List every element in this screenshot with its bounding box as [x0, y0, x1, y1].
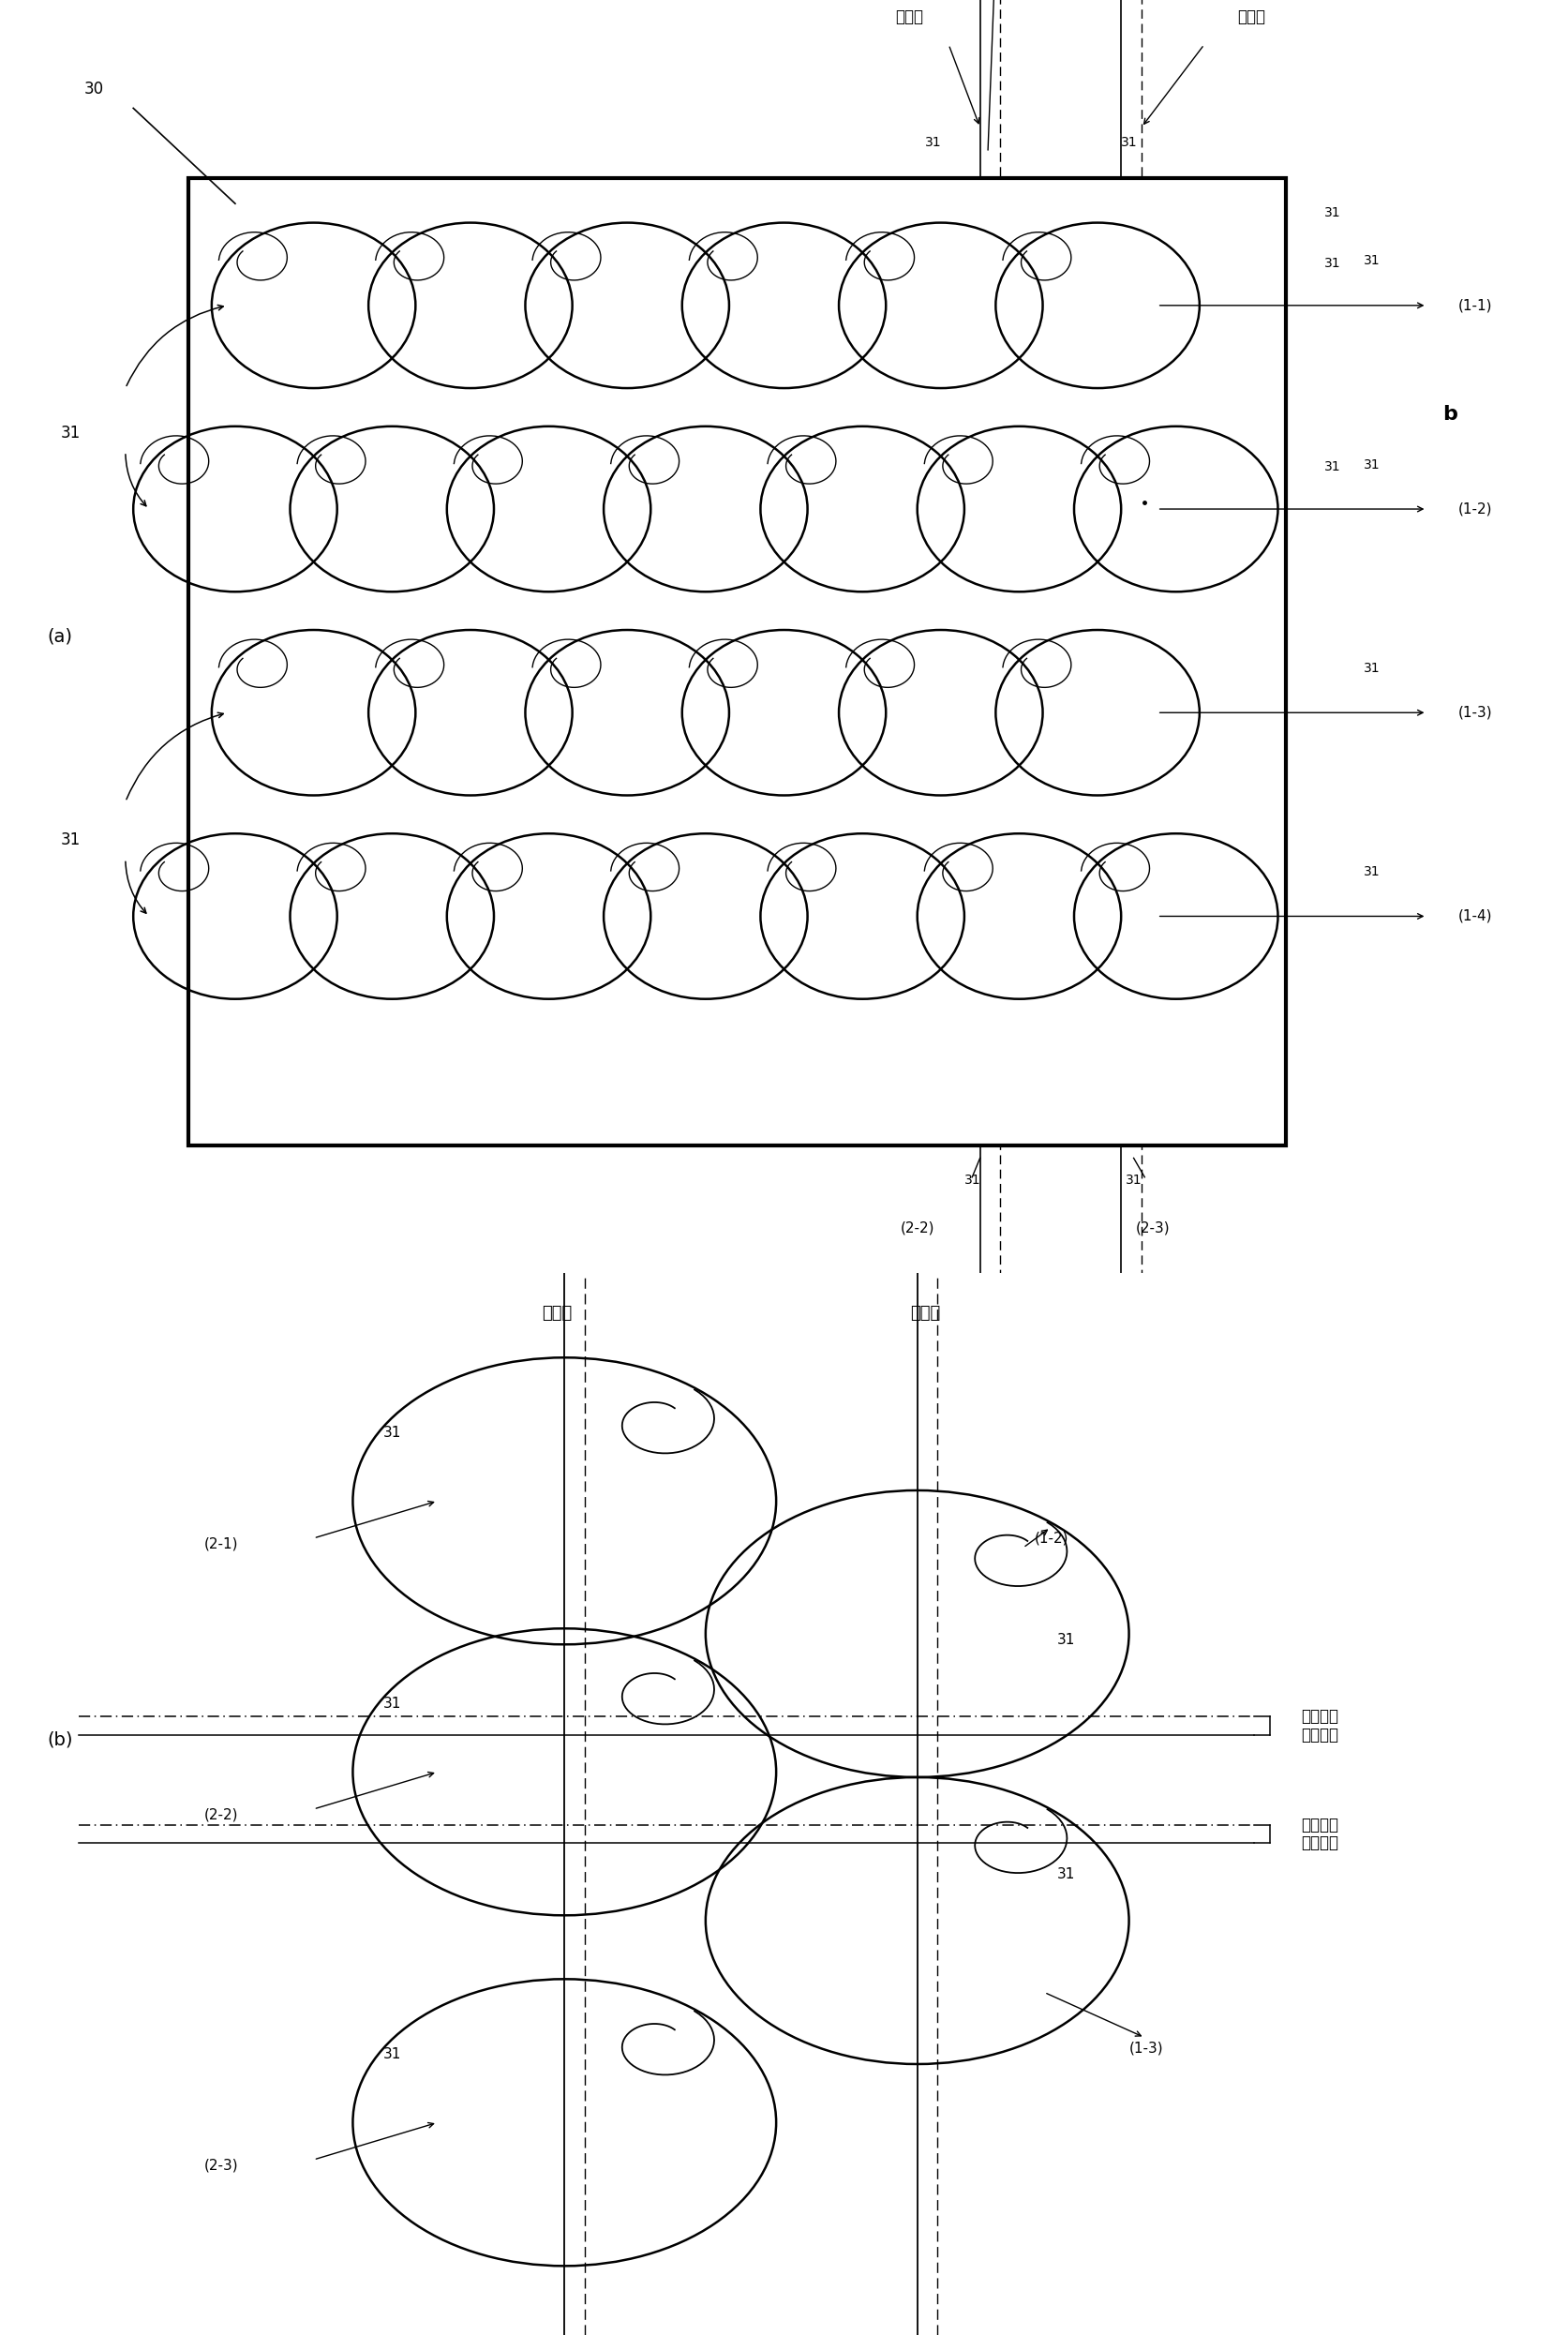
Text: (1-1): (1-1): [1458, 299, 1493, 313]
Text: 31: 31: [1121, 135, 1137, 149]
Text: 第１列: 第１列: [1237, 9, 1265, 26]
Text: 31: 31: [1325, 205, 1341, 219]
Text: 31: 31: [1126, 1172, 1142, 1186]
Text: 31: 31: [61, 831, 80, 848]
Text: 31: 31: [925, 135, 941, 149]
Text: 31: 31: [1325, 460, 1341, 474]
Text: (2-2): (2-2): [900, 1221, 935, 1235]
Text: 第２列: 第２列: [541, 1305, 572, 1322]
Bar: [188, 177, 1286, 1146]
Text: (2-2): (2-2): [204, 1807, 238, 1821]
Text: 31: 31: [383, 2048, 401, 2062]
Text: b: b: [1443, 404, 1458, 423]
Text: 第２列: 第２列: [895, 9, 924, 26]
Text: (2-3): (2-3): [1135, 1221, 1170, 1235]
Text: 31: 31: [1364, 255, 1380, 269]
Text: 31: 31: [1364, 458, 1380, 472]
Text: (1-4): (1-4): [1458, 908, 1493, 922]
Text: (2-3): (2-3): [204, 2158, 238, 2172]
Text: 31: 31: [1364, 866, 1380, 878]
Text: 第３切线: 第３切线: [1301, 1817, 1339, 1833]
Text: (b): (b): [47, 1730, 72, 1749]
Text: 30: 30: [85, 82, 103, 98]
Text: 31: 31: [61, 425, 80, 441]
Text: 31: 31: [1325, 257, 1341, 271]
Text: 31: 31: [1364, 661, 1380, 675]
Text: 31: 31: [1057, 1868, 1076, 1882]
Text: 第１切线: 第１切线: [1301, 1726, 1339, 1744]
Text: (1-2): (1-2): [1035, 1532, 1069, 1546]
Text: 第４切线: 第４切线: [1301, 1835, 1339, 1852]
Text: (a): (a): [47, 628, 72, 644]
Text: (1-2): (1-2): [1458, 502, 1493, 516]
Text: 第２切线: 第２切线: [1301, 1709, 1339, 1726]
Text: 31: 31: [383, 1698, 401, 1712]
Text: 31: 31: [383, 1427, 401, 1441]
Text: (1-3): (1-3): [1129, 2041, 1163, 2055]
Text: (2-1): (2-1): [204, 1536, 238, 1550]
Text: 31: 31: [964, 1172, 980, 1186]
Text: (1-3): (1-3): [1458, 705, 1493, 719]
Text: 第１列: 第１列: [909, 1305, 941, 1322]
Text: 31: 31: [1057, 1632, 1076, 1646]
